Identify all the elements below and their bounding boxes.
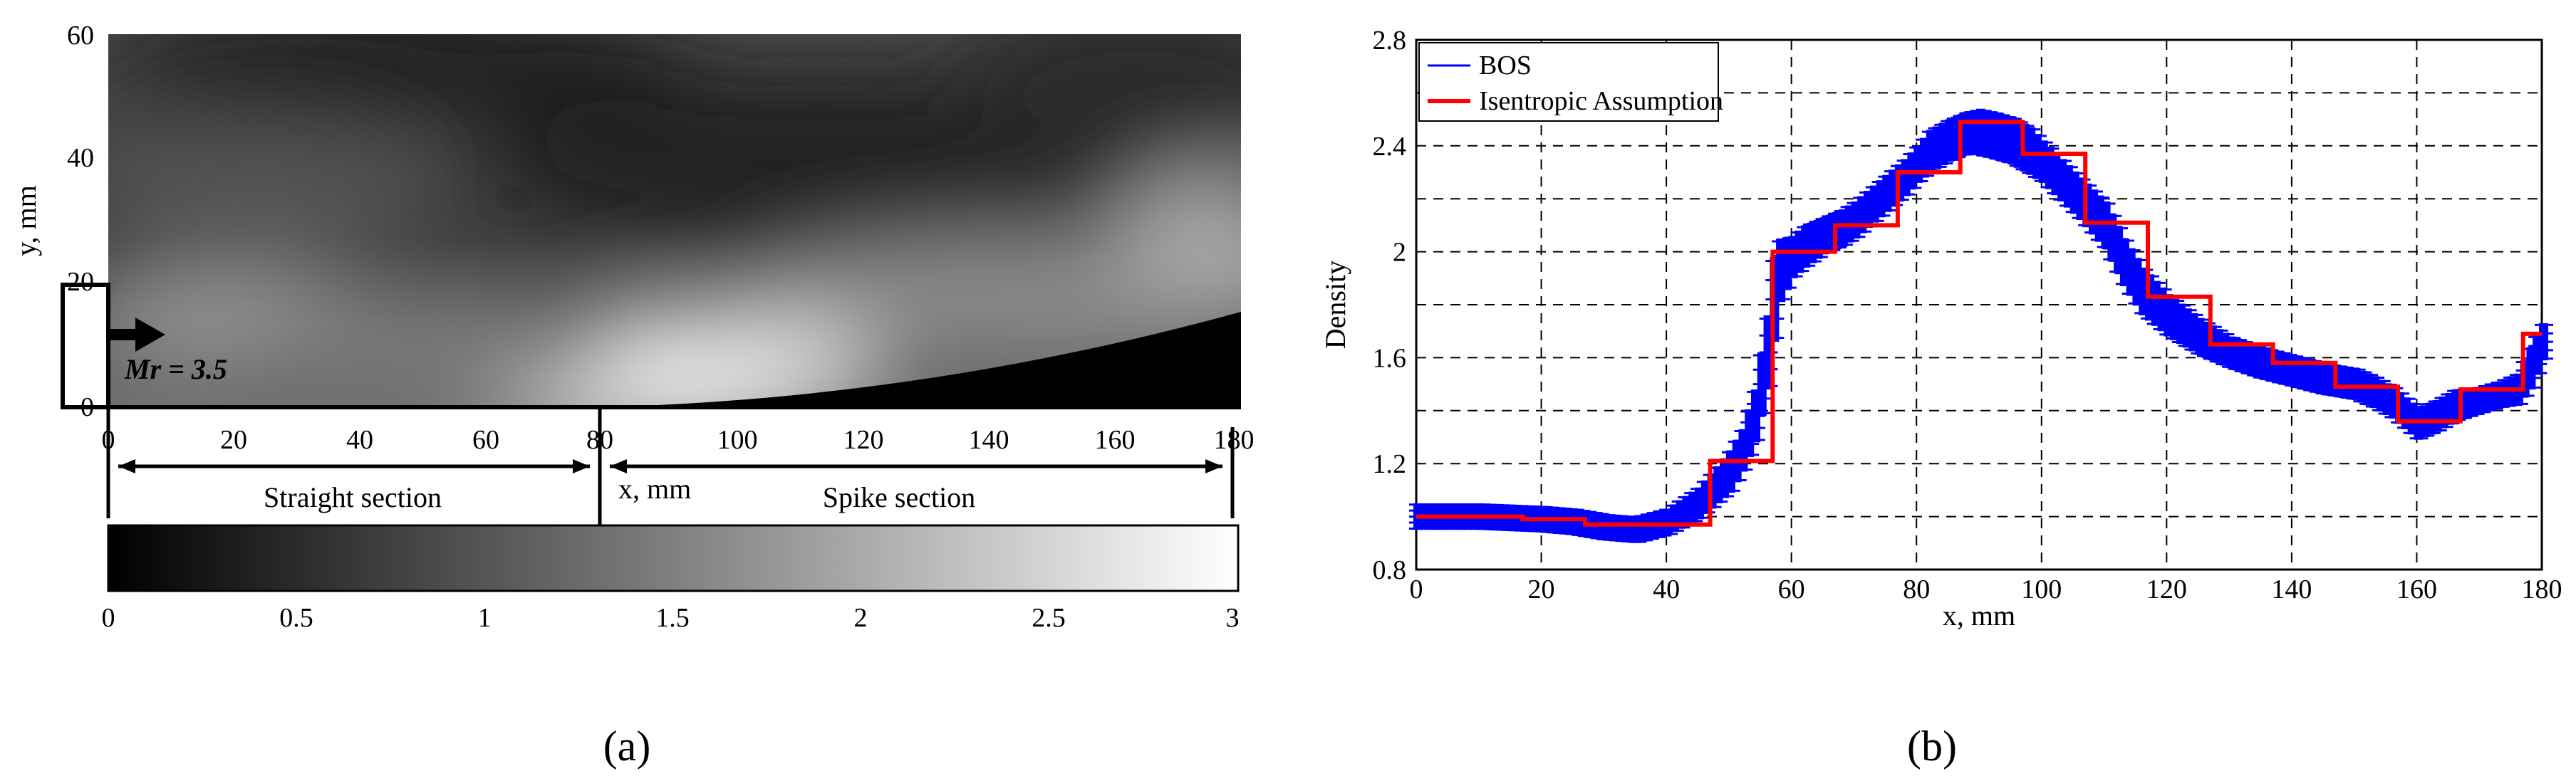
legend-isentropic-label: Isentropic Assumption [1479,86,1723,116]
straight-section-label: Straight section [264,481,442,513]
isentropic-series-line [1416,120,2542,527]
bos-series-line [1416,131,2543,531]
x-tick: 140 [969,425,1009,455]
y-tick: 40 [67,143,94,173]
colorbar-tick: 1 [478,603,492,633]
panel-a: Mr = 3.5 60 40 20 0 y, mm 0 20 40 60 80 … [10,21,1255,770]
y-tick: 0.8 [1373,555,1407,585]
x-tick: 160 [2396,575,2437,604]
y-tick: 2.4 [1373,132,1407,162]
section-markers [106,407,1235,541]
colorbar-tick: 0.5 [279,603,313,633]
panel-b-label: (b) [1907,723,1957,770]
x-tick: 40 [346,425,373,455]
x-tick: 100 [717,425,758,455]
panel-b-x-ticks: 0 20 40 60 80 100 120 140 160 180 [1410,575,2562,604]
panel-b-y-ticks: 0.8 1.2 1.6 2 2.4 2.8 [1373,26,1407,585]
x-tick: 100 [2021,575,2062,604]
x-tick: 80 [1903,575,1930,604]
panel-b: 0 20 40 60 80 100 120 140 160 180 0.8 1.2 1.6 2 2.4 2.… [1319,26,2562,770]
x-tick: 160 [1095,425,1136,455]
x-tick: 180 [2522,575,2562,604]
x-tick: 0 [1410,575,1423,604]
colorbar-tick: 2.5 [1032,603,1066,633]
y-tick: 1.6 [1373,343,1407,373]
inlet-box [61,283,110,409]
density-field-heatmap [108,34,1241,407]
colorbar-tick: 0 [102,603,115,633]
panel-a-y-label: y, mm [10,185,42,256]
x-tick: 20 [220,425,247,455]
colorbar-ticks: 0 0.5 1 1.5 2 2.5 3 [102,603,1240,633]
y-tick: 60 [67,21,94,51]
colorbar-tick: 1.5 [655,603,690,633]
colorbar-tick: 3 [1226,603,1240,633]
mach-arrow-icon [108,318,165,352]
colorbar [107,524,1240,592]
x-tick: 120 [843,425,884,455]
y-tick: 1.2 [1373,449,1407,479]
legend-box [1418,42,1719,122]
panel-b-y-label: Density [1319,261,1351,349]
x-tick: 60 [1778,575,1805,604]
panel-a-x-ticks: 0 20 40 60 80 100 120 140 160 180 [102,425,1255,455]
x-tick: 120 [2146,575,2187,604]
y-tick: 0 [80,392,94,422]
y-tick: 2.8 [1373,26,1407,56]
panel-a-label: (a) [603,723,651,770]
legend: BOS Isentropic Assumption [1418,42,1723,122]
panel-b-x-label: x, mm [1943,599,2015,631]
y-tick: 2 [1393,238,1406,268]
x-tick: 20 [1528,575,1555,604]
x-tick: 140 [2271,575,2312,604]
panel-a-x-label: x, mm [618,473,691,505]
panel-a-y-ticks: 60 40 20 0 [67,21,94,422]
legend-bos-label: BOS [1479,51,1532,80]
x-tick: 60 [472,425,499,455]
spike-section-label: Spike section [823,481,975,513]
spike-body [600,312,1241,407]
mach-label: Mr = 3.5 [124,353,227,385]
x-tick: 40 [1653,575,1680,604]
y-tick: 20 [67,267,94,297]
colorbar-tick: 2 [854,603,868,633]
